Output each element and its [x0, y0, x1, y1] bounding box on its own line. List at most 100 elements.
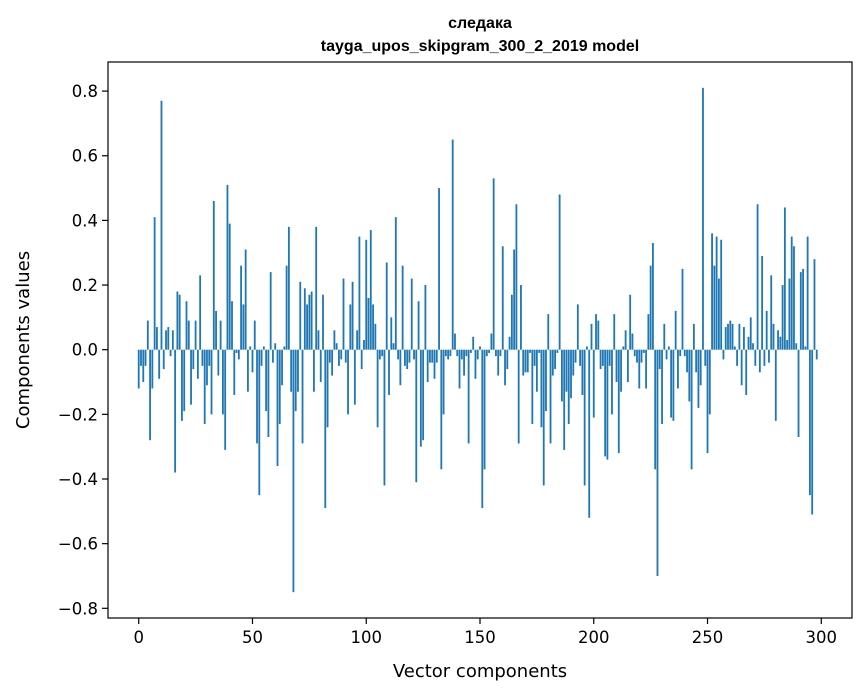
- bar: [429, 349, 431, 363]
- bar: [799, 272, 802, 350]
- bar: [269, 272, 272, 350]
- bar: [563, 349, 566, 450]
- bar: [622, 346, 625, 350]
- bar: [333, 330, 336, 350]
- bar: [351, 281, 354, 350]
- y-tick-label: 0.6: [72, 147, 98, 166]
- bar: [392, 343, 395, 350]
- bar: [699, 349, 702, 386]
- bar: [447, 349, 450, 360]
- x-tick-label: 300: [806, 628, 838, 647]
- bar: [702, 87, 704, 350]
- y-tick-label: 0.0: [72, 341, 98, 360]
- bar: [192, 349, 195, 370]
- bar: [301, 349, 304, 444]
- bar: [181, 349, 183, 421]
- bar: [781, 285, 784, 350]
- y-tick-label: −0.4: [58, 470, 98, 489]
- bar: [574, 349, 577, 363]
- bar: [715, 236, 718, 350]
- bar: [783, 207, 786, 350]
- bar: [406, 349, 409, 370]
- bar: [504, 349, 506, 386]
- bar: [438, 188, 440, 350]
- bar: [215, 310, 217, 350]
- bar: [483, 349, 486, 470]
- bar: [711, 233, 713, 350]
- y-tick-label: −0.8: [58, 599, 98, 618]
- bar: [499, 349, 502, 357]
- bar: [695, 349, 698, 373]
- bar: [235, 349, 238, 353]
- bar: [672, 349, 675, 421]
- bar: [615, 349, 618, 383]
- bar: [221, 349, 224, 415]
- bar: [306, 304, 308, 350]
- bar: [442, 349, 445, 415]
- x-tick-label: 100: [350, 628, 382, 647]
- y-tick-label: −0.6: [58, 535, 98, 554]
- bar: [233, 349, 236, 395]
- bar: [210, 349, 213, 415]
- bar: [772, 323, 775, 350]
- bar: [740, 349, 743, 386]
- bar: [144, 349, 147, 366]
- bar: [727, 323, 729, 350]
- bar: [606, 349, 609, 460]
- bar: [722, 349, 725, 360]
- bar: [190, 349, 192, 405]
- bar: [815, 349, 818, 360]
- bar: [224, 349, 227, 450]
- bar: [183, 349, 186, 412]
- bar: [344, 349, 347, 363]
- bar: [495, 349, 497, 357]
- y-tick-label: 0.8: [72, 82, 98, 101]
- bar: [472, 336, 475, 350]
- bar: [793, 246, 795, 350]
- bar: [485, 349, 488, 357]
- bar: [169, 349, 172, 357]
- bar: [679, 349, 682, 357]
- bar: [708, 349, 711, 415]
- bar: [206, 349, 208, 386]
- bar: [754, 349, 757, 366]
- bar: [570, 349, 572, 399]
- bar: [322, 294, 324, 350]
- bar: [358, 236, 361, 350]
- bar: [777, 330, 779, 350]
- bar: [449, 349, 452, 357]
- bar: [811, 349, 814, 515]
- bar: [458, 349, 461, 389]
- bar: [656, 349, 659, 576]
- bar: [342, 278, 345, 350]
- bar: [142, 349, 145, 383]
- bar: [674, 310, 677, 350]
- bar: [303, 288, 306, 350]
- bar: [597, 320, 600, 350]
- bar: [187, 320, 190, 350]
- bar: [795, 343, 798, 350]
- bar: [454, 333, 456, 350]
- bar: [378, 349, 381, 360]
- bar: [611, 349, 613, 415]
- bar: [158, 349, 161, 379]
- bar: [310, 291, 313, 350]
- bar: [149, 349, 151, 441]
- bar: [576, 304, 579, 350]
- bar: [146, 320, 149, 350]
- bar: [274, 343, 277, 350]
- bar: [688, 349, 691, 402]
- bar: [636, 349, 638, 363]
- bar: [408, 349, 411, 363]
- bar: [733, 346, 736, 350]
- bar: [465, 349, 468, 357]
- bar: [551, 349, 554, 376]
- bar: [663, 323, 666, 350]
- bar: [809, 349, 811, 496]
- bar: [251, 349, 254, 373]
- bar: [281, 349, 283, 386]
- bar: [481, 349, 484, 509]
- bar: [652, 243, 654, 350]
- bar: [490, 333, 493, 350]
- bars-group: [137, 87, 818, 593]
